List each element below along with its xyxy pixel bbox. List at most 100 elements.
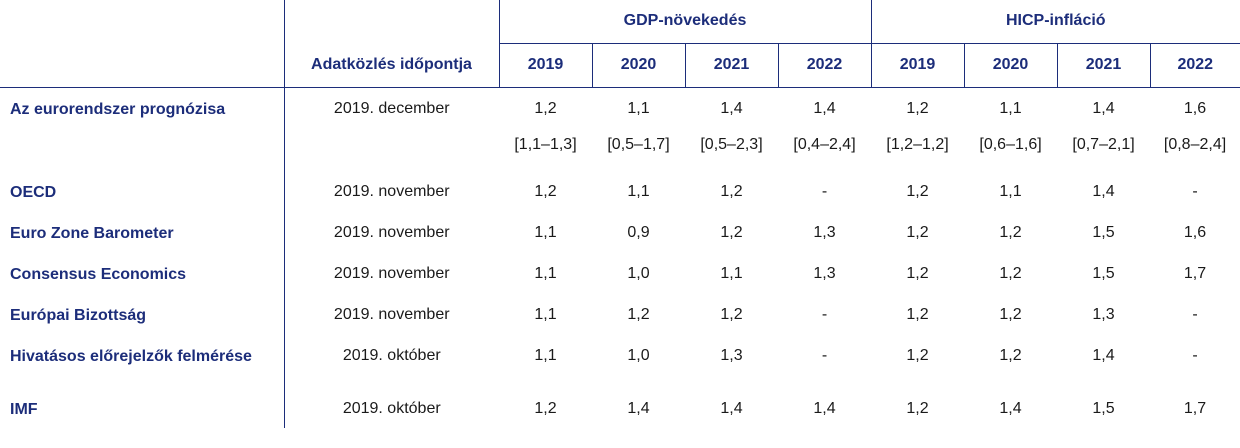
gdp-value-cell: 1,3 (720, 347, 743, 364)
gdp-range-cell: [0,5–1,7] (607, 136, 670, 153)
table-row-ranges: [1,1–1,3] [0,5–1,7] [0,5–2,3] [0,4–2,4] [1,2… (0, 130, 1240, 171)
hicp-value-cell: 1,7 (1183, 400, 1207, 417)
gdp-value-cell: 0,9 (627, 224, 650, 241)
table-row: IMF 2019. október 1,2 1,4 1,4 1,4 1,2 1,4 1,5 1,7 (0, 388, 1240, 428)
table-row: Európai Bizottság 2019. november 1,1 1,2 1,2… (0, 294, 1240, 335)
release-date-cell: 2019. november (283, 212, 499, 253)
hicp-group-header: HICP-infláció (870, 0, 1240, 44)
row-label: Euro Zone Barometer (10, 225, 174, 242)
gdp-value-cell: 1,3 (813, 265, 836, 282)
gdp-value-cell: 1,4 (720, 99, 743, 117)
hicp-year-header: 2022 (1149, 43, 1240, 88)
gdp-value-cell: 1,2 (627, 306, 650, 323)
table-row: Hivatásos előrejelzők felmérése 2019. okt… (0, 335, 1240, 388)
gdp-group-header: GDP-növekedés (498, 0, 872, 44)
release-date-cell: 2019. november (283, 253, 499, 294)
gdp-value-cell: 1,1 (720, 265, 743, 282)
hicp-value-cell: 1,4 (999, 400, 1022, 417)
gdp-value-cell: 1,4 (813, 99, 836, 117)
hicp-value-cell: 1,1 (999, 183, 1022, 200)
hicp-value-cell: 1,5 (1092, 224, 1115, 241)
hicp-range-cell: [1,2–1,2] (886, 136, 949, 153)
hicp-value-cell: 1,1 (999, 99, 1022, 117)
hicp-value-cell: 1,7 (1183, 265, 1207, 282)
gdp-value-cell: 1,4 (813, 400, 836, 417)
hicp-value-cell: 1,4 (1092, 99, 1115, 117)
gdp-year-header: 2021 (684, 43, 778, 88)
hicp-value-cell: 1,2 (906, 99, 929, 117)
gdp-value-cell: 1,2 (720, 306, 743, 323)
row-label: Hivatásos előrejelzők felmérése (10, 348, 252, 365)
gdp-value-cell: 1,1 (534, 347, 557, 364)
gdp-value-cell: - (821, 347, 828, 364)
hicp-range-cell: [0,6–1,6] (979, 136, 1042, 153)
hicp-value-cell: 1,2 (906, 347, 929, 364)
release-date-cell: 2019. november (283, 171, 499, 212)
hicp-value-cell: - (1192, 306, 1198, 323)
gdp-value-cell: 1,0 (627, 347, 650, 364)
release-date-cell: 2019. november (283, 294, 499, 335)
gdp-value-cell: 1,1 (627, 99, 650, 117)
hicp-value-cell: - (1192, 183, 1198, 200)
forecast-comparison-table: GDP-növekedés HICP-infláció Adatközlés i… (0, 0, 1240, 428)
gdp-value-cell: 1,2 (534, 183, 557, 200)
hicp-value-cell: 1,2 (999, 265, 1022, 282)
corner-cell-bottom (0, 43, 284, 88)
gdp-year-header: 2022 (777, 43, 872, 88)
hicp-value-cell: 1,2 (906, 183, 929, 200)
hicp-value-cell: - (1192, 347, 1198, 364)
gdp-value-cell: 1,4 (720, 400, 743, 417)
row-label: Consensus Economics (10, 266, 187, 283)
date-column-header: Adatközlés időpontja (283, 43, 499, 88)
gdp-value-cell: 1,2 (534, 400, 557, 417)
hicp-value-cell: 1,3 (1092, 306, 1115, 323)
table-row: Euro Zone Barometer 2019. november 1,1 0,9 1… (0, 212, 1240, 253)
hicp-year-header: 2021 (1056, 43, 1151, 88)
gdp-range-cell: [0,4–2,4] (793, 136, 856, 153)
gdp-year-header: 2019 (498, 43, 592, 88)
hicp-value-cell: 1,2 (999, 347, 1022, 364)
hicp-year-header: 2020 (963, 43, 1058, 88)
gdp-value-cell: - (821, 306, 828, 323)
gdp-value-cell: 1,2 (534, 99, 557, 117)
row-label: OECD (10, 184, 57, 201)
release-date-cell: 2019. december (283, 87, 499, 130)
hicp-value-cell: 1,5 (1092, 400, 1115, 417)
gdp-value-cell: 1,0 (627, 265, 650, 282)
hicp-value-cell: 1,5 (1092, 265, 1115, 282)
release-date-empty (283, 130, 499, 171)
hicp-value-cell: 1,6 (1183, 99, 1207, 117)
hicp-value-cell: 1,2 (999, 306, 1022, 323)
hicp-value-cell: 1,2 (906, 224, 929, 241)
row-label: IMF (10, 401, 38, 418)
table-row: Az eurorendszer prognózisa 2019. december… (0, 87, 1240, 130)
gdp-value-cell: 1,1 (534, 224, 557, 241)
hicp-value-cell: 1,6 (1183, 224, 1207, 241)
gdp-range-cell: [1,1–1,3] (514, 136, 577, 153)
row-label: Az eurorendszer prognózisa (10, 100, 226, 118)
hicp-value-cell: 1,2 (906, 265, 929, 282)
gdp-year-header: 2020 (591, 43, 685, 88)
gdp-value-cell: 1,2 (720, 224, 743, 241)
row-label: Európai Bizottság (10, 307, 147, 324)
hicp-value-cell: 1,4 (1092, 347, 1115, 364)
hicp-year-header: 2019 (870, 43, 965, 88)
table-row: Consensus Economics 2019. november 1,1 1,0 1… (0, 253, 1240, 294)
corner-cell (0, 0, 284, 43)
gdp-range-cell: [0,5–2,3] (700, 136, 763, 153)
table-row: OECD 2019. november 1,2 1,1 1,2 - 1,2 1,1 1,4 - (0, 171, 1240, 212)
date-header-top-cell (283, 0, 499, 43)
row-label-empty (0, 130, 284, 171)
hicp-value-cell: 1,2 (999, 224, 1022, 241)
gdp-value-cell: 1,2 (720, 183, 743, 200)
hicp-range-cell: [0,8–2,4] (1163, 136, 1227, 153)
hicp-range-cell: [0,7–2,1] (1072, 136, 1135, 153)
release-date-cell: 2019. október (283, 388, 499, 428)
hicp-value-cell: 1,2 (906, 306, 929, 323)
gdp-value-cell: 1,1 (534, 265, 557, 282)
gdp-value-cell: - (821, 183, 828, 200)
hicp-value-cell: 1,2 (906, 400, 929, 417)
gdp-value-cell: 1,1 (627, 183, 650, 200)
table-body: Az eurorendszer prognózisa 2019. december… (0, 87, 1240, 428)
